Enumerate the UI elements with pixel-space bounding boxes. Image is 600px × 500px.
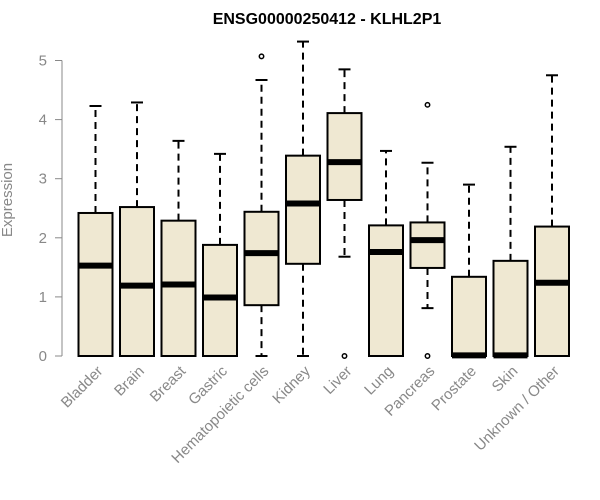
x-tick-label: Bladder (58, 363, 107, 412)
box (160, 219, 197, 357)
x-tick-label: Liver (320, 363, 355, 398)
y-tick-label: 0 (39, 348, 47, 365)
outlier-point (258, 53, 265, 60)
chart-title: ENSG00000250412 - KLHL2P1 (213, 11, 442, 28)
x-tick-label: Prostate (428, 363, 480, 415)
y-tick-label: 2 (39, 230, 47, 247)
box (119, 206, 155, 357)
x-tick-label: Brain (111, 363, 148, 400)
box (285, 154, 321, 265)
box (409, 221, 446, 269)
outlier-point (424, 101, 431, 108)
y-axis: 0 1 2 3 4 5 (39, 53, 63, 365)
boxes-group (77, 40, 570, 359)
outlier-point (341, 353, 348, 359)
y-axis-label: Expression (0, 163, 16, 237)
x-tick-label: Breast (147, 362, 190, 405)
y-tick-label: 3 (39, 171, 47, 188)
x-tick-label: Kidney (269, 362, 314, 407)
x-tick-label: Skin (489, 363, 522, 396)
box (77, 211, 114, 357)
box (534, 225, 570, 357)
box (243, 210, 280, 307)
y-tick-label: 1 (39, 289, 47, 306)
box (326, 112, 363, 201)
y-tick-label: 4 (39, 112, 47, 129)
box (451, 275, 487, 357)
x-tick-label: Lung (361, 363, 397, 399)
box (368, 224, 404, 357)
outlier-point (424, 353, 431, 359)
box (492, 259, 529, 357)
y-tick-label: 5 (39, 53, 47, 70)
